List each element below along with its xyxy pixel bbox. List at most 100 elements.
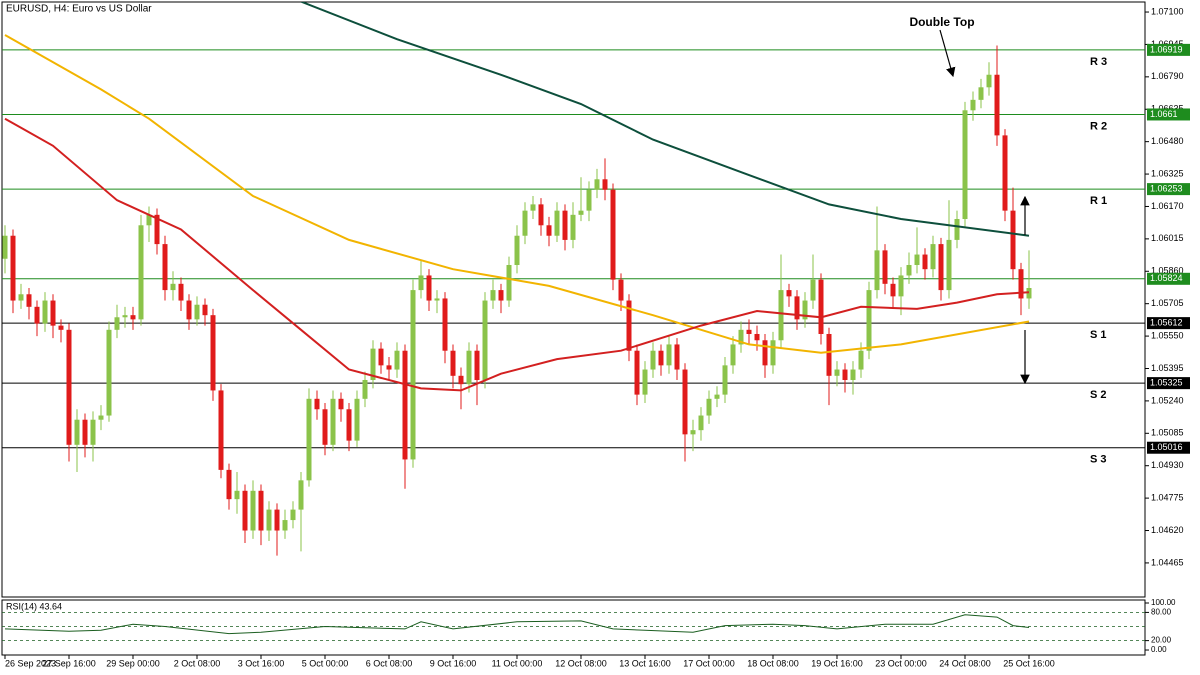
rsi-y-tick-label: 80.00 — [1151, 608, 1172, 617]
x-tick-label: 2 Oct 08:00 — [174, 658, 221, 668]
candle-body — [426, 275, 432, 301]
level-name: S 1 — [1090, 329, 1107, 341]
candle-body — [170, 283, 176, 291]
candle-body — [938, 244, 944, 291]
candle-body — [818, 279, 824, 334]
y-tick-label: 1.05395 — [1151, 363, 1184, 373]
candle-body — [802, 300, 808, 320]
candle-body — [682, 369, 688, 435]
candle-body — [874, 250, 880, 291]
candle-body — [266, 509, 272, 531]
candle-body — [274, 509, 280, 531]
candle-body — [218, 390, 224, 470]
x-tick-label: 24 Oct 08:00 — [939, 658, 991, 668]
y-tick-label: 1.06480 — [1151, 136, 1184, 146]
level-name: S 2 — [1090, 389, 1107, 401]
candle-body — [890, 283, 896, 297]
candle-body — [250, 490, 256, 531]
candle-body — [842, 369, 848, 380]
level-box — [1147, 108, 1190, 121]
candle-body — [162, 244, 168, 291]
rsi-layer — [2, 612, 1145, 642]
y-tick-label: 1.04620 — [1151, 525, 1184, 535]
candle-body — [82, 419, 88, 445]
y-tick-label: 1.05085 — [1151, 428, 1184, 438]
x-tick-label: 25 Oct 16:00 — [1003, 658, 1055, 668]
candle-body — [490, 290, 496, 301]
x-tick-label: 27 Sep 16:00 — [42, 658, 96, 668]
candle-body — [1026, 288, 1032, 299]
candle-body — [442, 298, 448, 351]
candle-body — [834, 369, 840, 376]
candle-body — [762, 340, 768, 366]
candle-body — [74, 419, 80, 445]
candle-body — [986, 74, 992, 88]
candle-body — [178, 283, 184, 301]
x-tick-label: 9 Oct 16:00 — [430, 658, 477, 668]
candle-body — [234, 490, 240, 500]
candle-body — [338, 398, 344, 410]
y-tick-label: 1.04930 — [1151, 460, 1184, 470]
candle-body — [130, 315, 136, 320]
x-tick-label: 12 Oct 08:00 — [555, 658, 607, 668]
candle-body — [634, 350, 640, 395]
level-box — [1147, 317, 1190, 330]
candle-body — [754, 333, 760, 341]
candle-body — [722, 365, 728, 395]
candle-body — [586, 189, 592, 211]
candle-body — [946, 239, 952, 291]
candle-body — [138, 225, 144, 320]
candle-body — [114, 317, 120, 330]
y-tick-label: 1.04775 — [1151, 492, 1184, 502]
candle-body — [202, 304, 208, 316]
candle-body — [194, 304, 200, 320]
candle-body — [714, 394, 720, 399]
level-box — [1147, 441, 1190, 454]
candle-body — [954, 219, 960, 240]
candle-body — [642, 369, 648, 395]
level-value: 1.0661 — [1150, 109, 1178, 119]
candle-body — [994, 74, 1000, 136]
candle-body — [610, 189, 616, 280]
chart-title: EURUSD, H4: Euro vs US Dollar — [6, 4, 152, 15]
candle-body — [770, 340, 776, 366]
y-tick-label: 1.05550 — [1151, 330, 1184, 340]
level-name: R 3 — [1090, 56, 1107, 68]
candle-body — [370, 348, 376, 380]
candle-body — [186, 300, 192, 320]
candle-body — [298, 480, 304, 510]
candle-body — [10, 235, 16, 301]
candle-body — [538, 204, 544, 226]
candle-body — [810, 279, 816, 301]
level-value: 1.05824 — [1150, 273, 1183, 283]
y-tick-label: 1.06325 — [1151, 168, 1184, 178]
moving-average — [300, 2, 1030, 237]
plot-layer — [2, 2, 1032, 556]
candle-body — [594, 179, 600, 190]
x-tick-label: 19 Oct 16:00 — [811, 658, 863, 668]
candle-body — [706, 398, 712, 416]
candle-body — [394, 350, 400, 370]
candle-body — [922, 254, 928, 270]
candle-body — [866, 290, 872, 351]
rsi-y-tick-label: 0.00 — [1151, 645, 1167, 654]
candle-body — [322, 409, 328, 445]
candle-body — [514, 235, 520, 266]
candle-body — [458, 375, 464, 385]
candle-body — [1010, 210, 1016, 270]
y-tick-label: 1.05240 — [1151, 395, 1184, 405]
candle-body — [154, 214, 160, 245]
candle-body — [466, 350, 472, 385]
candle-body — [418, 275, 424, 291]
level-name: R 1 — [1090, 195, 1107, 207]
candle-body — [106, 329, 112, 416]
x-tick-label: 17 Oct 00:00 — [683, 658, 735, 668]
candle-body — [746, 329, 752, 334]
grid-layer — [2, 49, 1145, 449]
level-box — [1147, 43, 1190, 56]
candle-body — [242, 490, 248, 531]
candle-body — [674, 344, 680, 370]
rsi-title: RSI(14) 43.64 — [6, 601, 62, 611]
candle-body — [1018, 269, 1024, 299]
level-box — [1147, 377, 1190, 390]
